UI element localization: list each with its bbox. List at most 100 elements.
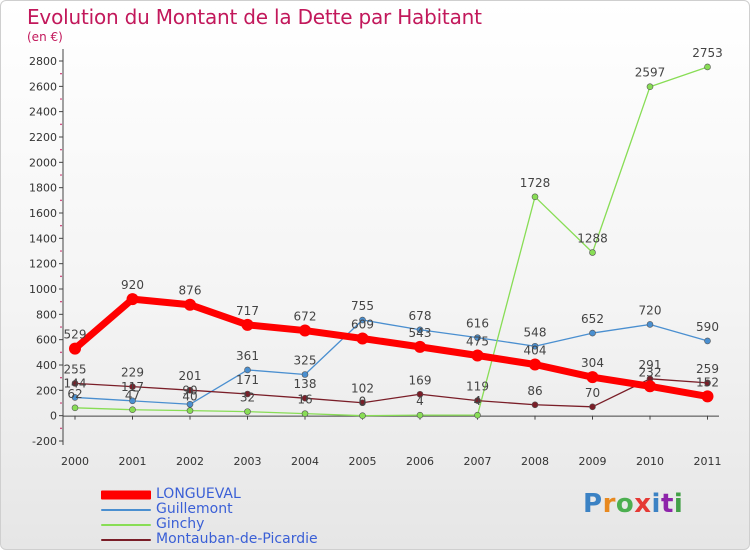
data-label: 1288 — [577, 232, 608, 246]
y-minor-tick — [60, 72, 62, 75]
x-tick-label: 2006 — [406, 455, 434, 468]
x-tick-label: 2007 — [464, 455, 492, 468]
y-minor-tick — [60, 376, 62, 379]
x-tick-label: 2010 — [636, 455, 664, 468]
legend-item-montauban: Montauban-de-Picardie — [101, 531, 421, 547]
data-label: 325 — [294, 354, 317, 368]
legend-label-longueval: LONGUEVAL — [156, 486, 241, 502]
data-label: 361 — [236, 349, 259, 363]
y-tick-label: 400 — [36, 359, 57, 372]
y-minor-tick — [60, 250, 62, 252]
data-point-0 — [414, 340, 426, 353]
data-point-3 — [531, 401, 539, 409]
x-tick-label: 2009 — [579, 455, 607, 468]
data-point-1 — [531, 342, 539, 350]
data-label: 40 — [182, 390, 197, 404]
data-label: 119 — [466, 380, 489, 394]
data-label: 717 — [236, 304, 259, 318]
data-label: 117 — [121, 380, 144, 394]
data-label: 138 — [294, 377, 317, 391]
data-label: 529 — [64, 328, 87, 342]
data-point-3 — [186, 386, 194, 394]
data-label: 1728 — [520, 176, 551, 190]
data-label: 652 — [581, 312, 604, 326]
data-point-2 — [646, 83, 654, 91]
y-minor-tick — [60, 98, 62, 100]
y-tick-label: 2200 — [29, 131, 57, 144]
data-point-0 — [644, 380, 656, 393]
data-point-3 — [704, 379, 711, 387]
data-point-2 — [589, 249, 596, 256]
data-point-2 — [531, 193, 539, 201]
data-point-2 — [129, 406, 136, 414]
y-tick-label: 1400 — [29, 232, 57, 245]
y-minor-tick — [60, 148, 62, 151]
x-tick-label: 2005 — [349, 455, 377, 468]
data-point-3 — [301, 394, 309, 402]
data-label: 90 — [182, 383, 197, 397]
data-point-1 — [704, 337, 711, 345]
y-minor-tick — [60, 224, 62, 227]
y-minor-tick — [60, 174, 62, 176]
data-label: 543 — [409, 326, 432, 340]
y-tick-label: 1000 — [29, 283, 57, 296]
data-point-1 — [474, 334, 481, 341]
legend-item-guillemont: Guillemont — [101, 501, 421, 517]
data-point-2 — [704, 63, 711, 71]
data-label: 16 — [297, 393, 312, 407]
data-label: 304 — [581, 356, 604, 370]
data-label: 32 — [240, 391, 255, 405]
x-tick-label: 2002 — [176, 455, 204, 468]
data-point-3 — [359, 399, 366, 407]
logo-letter: t — [660, 489, 674, 519]
y-minor-tick — [60, 351, 62, 354]
data-point-3 — [416, 390, 424, 398]
data-label: 4 — [474, 394, 482, 408]
data-point-0 — [586, 371, 599, 384]
y-tick-label: 0 — [50, 410, 57, 423]
data-label: 229 — [121, 366, 144, 380]
y-minor-tick — [60, 326, 62, 328]
legend-swatch-ginchy — [101, 523, 151, 526]
series-line-0 — [71, 295, 711, 400]
data-point-3 — [589, 403, 596, 411]
data-label: 259 — [696, 362, 719, 376]
data-label: 678 — [409, 309, 432, 323]
y-minor-tick — [60, 275, 62, 278]
legend-label-ginchy: Ginchy — [156, 516, 205, 532]
x-tick-label: 2001 — [119, 455, 147, 468]
data-label: 201 — [179, 369, 202, 383]
series-line-3 — [74, 378, 709, 408]
x-tick-label: 2008 — [521, 455, 549, 468]
data-label: 4 — [416, 394, 424, 408]
y-tick-label: 2000 — [29, 156, 57, 169]
y-tick-label: 2400 — [29, 106, 57, 119]
y-unit-label: (en €) — [27, 30, 63, 44]
data-label: 152 — [696, 375, 719, 389]
data-point-0 — [471, 349, 484, 362]
data-point-2 — [301, 410, 309, 417]
data-point-1 — [359, 316, 366, 324]
data-point-1 — [589, 329, 596, 337]
y-minor-tick — [60, 123, 62, 126]
legend-label-guillemont: Guillemont — [156, 501, 233, 517]
data-label: 2597 — [635, 66, 666, 80]
proxiti-logo: Proxiti — [583, 489, 683, 519]
data-point-3 — [244, 390, 251, 398]
y-minor-tick — [60, 300, 62, 303]
data-point-1 — [646, 321, 654, 328]
legend-item-longueval: LONGUEVAL — [101, 486, 421, 502]
y-minor-tick — [60, 427, 62, 430]
data-label: 876 — [179, 284, 202, 298]
legend-item-ginchy: Ginchy — [101, 516, 421, 532]
logo-letter: x — [634, 489, 652, 519]
data-point-2 — [71, 404, 79, 412]
data-label: 616 — [466, 317, 489, 331]
data-label: 475 — [466, 335, 489, 349]
data-label: 672 — [294, 310, 317, 324]
data-point-0 — [299, 324, 311, 337]
data-point-3 — [71, 380, 79, 387]
data-label: 291 — [639, 358, 662, 372]
